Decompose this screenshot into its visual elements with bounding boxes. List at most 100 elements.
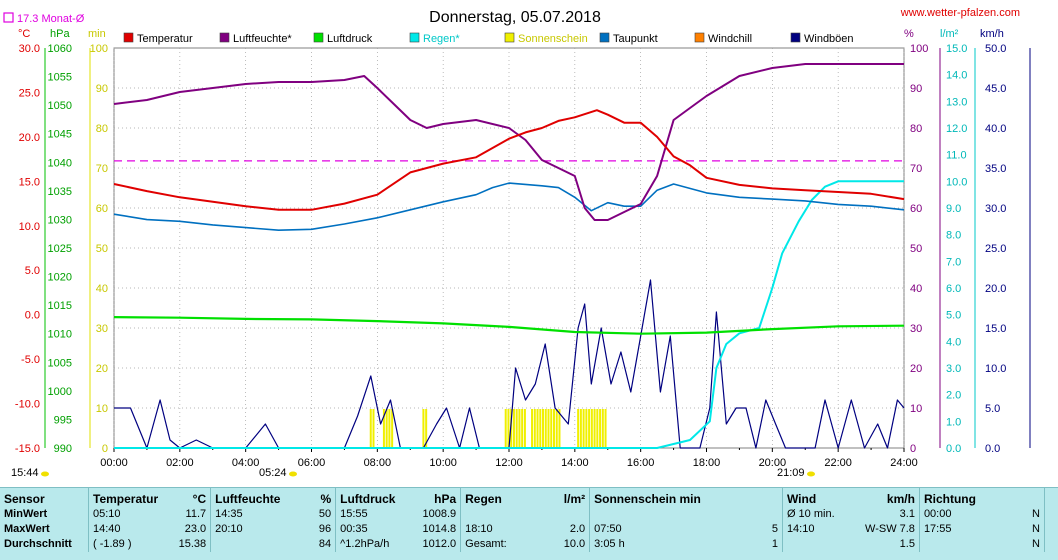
sunset-label: 21:09 (777, 467, 805, 479)
time-tick-label: 04:00 (232, 457, 260, 469)
temp-tick-label: 30.0 (19, 43, 40, 55)
pressure-tick-label: 1010 (48, 329, 72, 341)
time-tick-label: 24:00 (890, 457, 918, 469)
summary-panel: Sensor Temperatur °C Luftfeuchte % Luftd… (0, 487, 1058, 560)
legend-label: Sonnenschein (518, 33, 588, 45)
sunshine-bar (507, 409, 510, 448)
time-tick-label: 10:00 (429, 457, 457, 469)
rain-tick-label: 12.0 (946, 123, 967, 135)
wind-tick-label: 15.0 (985, 323, 1006, 335)
summary-row: Durchschnitt ( -1.89 ) 15.38 84 ^1.2hPa/h 101… (0, 537, 1058, 552)
site-url[interactable]: www.wetter-pfalzen.com (900, 7, 1020, 19)
rain-tick-label: 7.0 (946, 256, 961, 268)
summary-cell-dir-t: 17:55 (918, 522, 982, 537)
hdr-hum-unit: % (320, 491, 332, 506)
sunshine-bar (555, 409, 558, 448)
humidity-tick-label: 90 (910, 83, 922, 95)
summary-cell-hum-t: 14:35 (210, 507, 288, 522)
pressure-tick-label: 995 (54, 414, 72, 426)
sun-tick-label: 100 (90, 43, 108, 55)
humidity-tick-label: 100 (910, 43, 928, 55)
rain-tick-label: 10.0 (946, 176, 967, 188)
rain-tick-label: 9.0 (946, 203, 961, 215)
summary-cell-press-t: 00:35 (335, 522, 405, 537)
summary-cell-wind-v: 1.5 (899, 538, 915, 550)
rain-tick-label: 4.0 (946, 336, 961, 348)
sunshine-bar (582, 409, 585, 448)
summary-cell-dir-v: N (1031, 508, 1040, 520)
humidity-tick-label: 50 (910, 243, 922, 255)
time-tick-label: 16:00 (627, 457, 655, 469)
rain-unit: l/m² (940, 28, 959, 40)
summary-cell-sun-t: 07:50 (589, 522, 730, 537)
summary-cell-press-v: 1014.8 (422, 523, 457, 535)
wind-tick-label: 25.0 (985, 243, 1006, 255)
sunshine-bar (601, 409, 604, 448)
rain-tick-label: 2.0 (946, 390, 961, 402)
dewpoint-line (113, 182, 905, 231)
summary-cell-dir-t: 00:00 (918, 507, 982, 522)
summary-cell-press-t: 15:55 (335, 507, 405, 522)
hdr-blank (1043, 488, 1058, 507)
summary-cell-label: MaxWert (4, 523, 50, 535)
humidity-unit: % (904, 28, 914, 40)
wind-tick-label: 35.0 (985, 163, 1006, 175)
month-avg-label: 17.3 Monat-Ø (17, 13, 85, 25)
summary-cell-label: Durchschnitt (4, 538, 72, 550)
month-avg-legend-box (3, 12, 14, 23)
time-tick-label: 08:00 (364, 457, 392, 469)
wind-unit: km/h (980, 28, 1004, 40)
sunshine-bar (593, 409, 596, 448)
temp-tick-label: -5.0 (21, 354, 40, 366)
temp-tick-label: -15.0 (15, 443, 40, 455)
summary-table: Sensor Temperatur °C Luftfeuchte % Luftd… (0, 488, 1058, 552)
humidity-tick-label: 10 (910, 403, 922, 415)
temp-tick-label: 10.0 (19, 221, 40, 233)
sunshine-bar (369, 409, 372, 448)
sunshine-bar (577, 409, 580, 448)
sunshine-bar (515, 409, 518, 448)
summary-cell-temp-v: 15.38 (178, 538, 207, 550)
rain-tick-label: 3.0 (946, 363, 961, 375)
wind-tick-label: 10.0 (985, 363, 1006, 375)
summary-cell-wind-t: 14:10 (781, 522, 851, 537)
legend-swatch (504, 32, 515, 43)
series-layer (113, 63, 905, 449)
left-time-label: 15:44 (11, 467, 39, 479)
sunshine-bar (391, 409, 394, 448)
sunshine-bar (596, 409, 599, 448)
pressure-tick-label: 1020 (48, 272, 72, 284)
summary-cell-rain-v: 2.0 (569, 523, 586, 535)
summary-cell--blank (1043, 522, 1058, 537)
legend: Temperatur Luftfeuchte* Luftdruck Regen* Son… (123, 32, 854, 45)
sun-tick-label: 0 (102, 443, 108, 455)
humidity-tick-label: 40 (910, 283, 922, 295)
sunshine-bar (550, 409, 553, 448)
sunshine-bar (604, 409, 607, 448)
sunshine-bar (599, 409, 602, 448)
hdr-rain: Regen (460, 488, 530, 507)
pressure-line (113, 316, 905, 335)
temp-tick-label: 15.0 (19, 176, 40, 188)
sun-tick-label: 90 (96, 83, 108, 95)
summary-cell-rain-v (529, 507, 590, 522)
pressure-tick-label: 1040 (48, 157, 72, 169)
wind-tick-label: 0.0 (985, 443, 1000, 455)
summary-cell--blank (1043, 507, 1058, 522)
summary-row: MaxWert 14:40 23.0 20:10 96 00:35 1014.8 18:10 2… (0, 522, 1058, 537)
sunshine-bar (539, 409, 542, 448)
summary-cell-temp-v: 23.0 (184, 523, 207, 535)
summary-cell-hum-v: 96 (318, 523, 332, 535)
summary-cell-wind-v: W-SW 7.8 (865, 523, 915, 535)
summary-cell-sun-t: 3:05 h (589, 537, 730, 552)
rain-tick-label: 11.0 (946, 150, 967, 162)
pressure-tick-label: 1005 (48, 357, 72, 369)
hdr-hum: Luftfeuchte (210, 488, 288, 507)
rain-tick-label: 14.0 (946, 70, 967, 82)
sunshine-bar (590, 409, 593, 448)
summary-cell--blank (1043, 537, 1058, 552)
pressure-tick-label: 1000 (48, 386, 72, 398)
sunshine-bar (536, 409, 539, 448)
summary-cell-temp-t: ( -1.89 ) (88, 537, 163, 552)
summary-cell-wind-v: 3.1 (899, 508, 915, 520)
